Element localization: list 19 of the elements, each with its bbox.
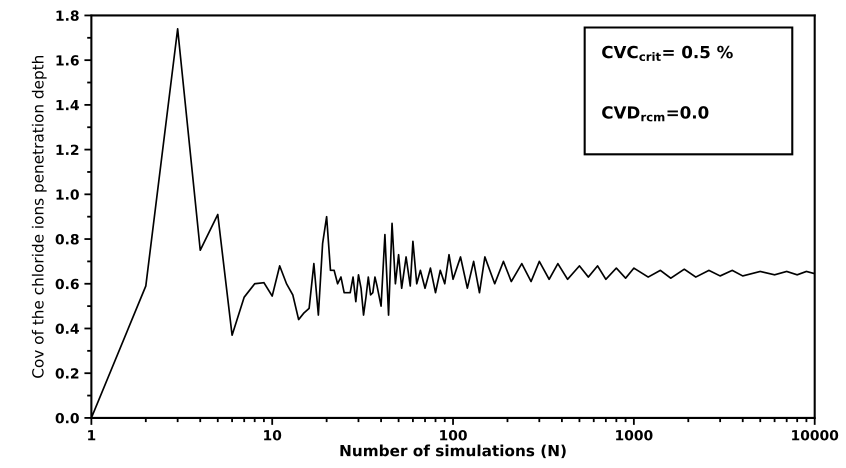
- y-tick-label: 0.4: [56, 323, 79, 334]
- annotation: CVD$_{rcm}$=0.0: [602, 106, 708, 122]
- x-tick-label: 10: [264, 430, 282, 440]
- annotation: CVC$_{crit}$= 0.5 %: [602, 46, 733, 62]
- y-tick-label: 0.0: [56, 412, 79, 424]
- x-tick-label: 10000: [792, 430, 838, 440]
- y-tick-label: 1.2: [56, 144, 78, 155]
- y-tick-label: 1.8: [56, 10, 79, 21]
- y-axis-title: Cov of the chloride ions penetration depth: [32, 56, 47, 378]
- x-tick-label: 1000: [616, 430, 653, 440]
- y-tick-label: 1.6: [56, 55, 79, 66]
- y-tick-label: 1.0: [56, 189, 79, 200]
- y-tick-label: 0.8: [56, 234, 79, 245]
- y-tick-label: 0.6: [56, 278, 79, 290]
- x-tick-label: 100: [440, 430, 467, 440]
- x-tick-label: 1: [88, 430, 96, 440]
- y-tick-label: 1.4: [56, 100, 79, 110]
- x-axis-title: Number of simulations (N): [340, 444, 566, 458]
- y-tick-label: 0.2: [56, 368, 78, 379]
